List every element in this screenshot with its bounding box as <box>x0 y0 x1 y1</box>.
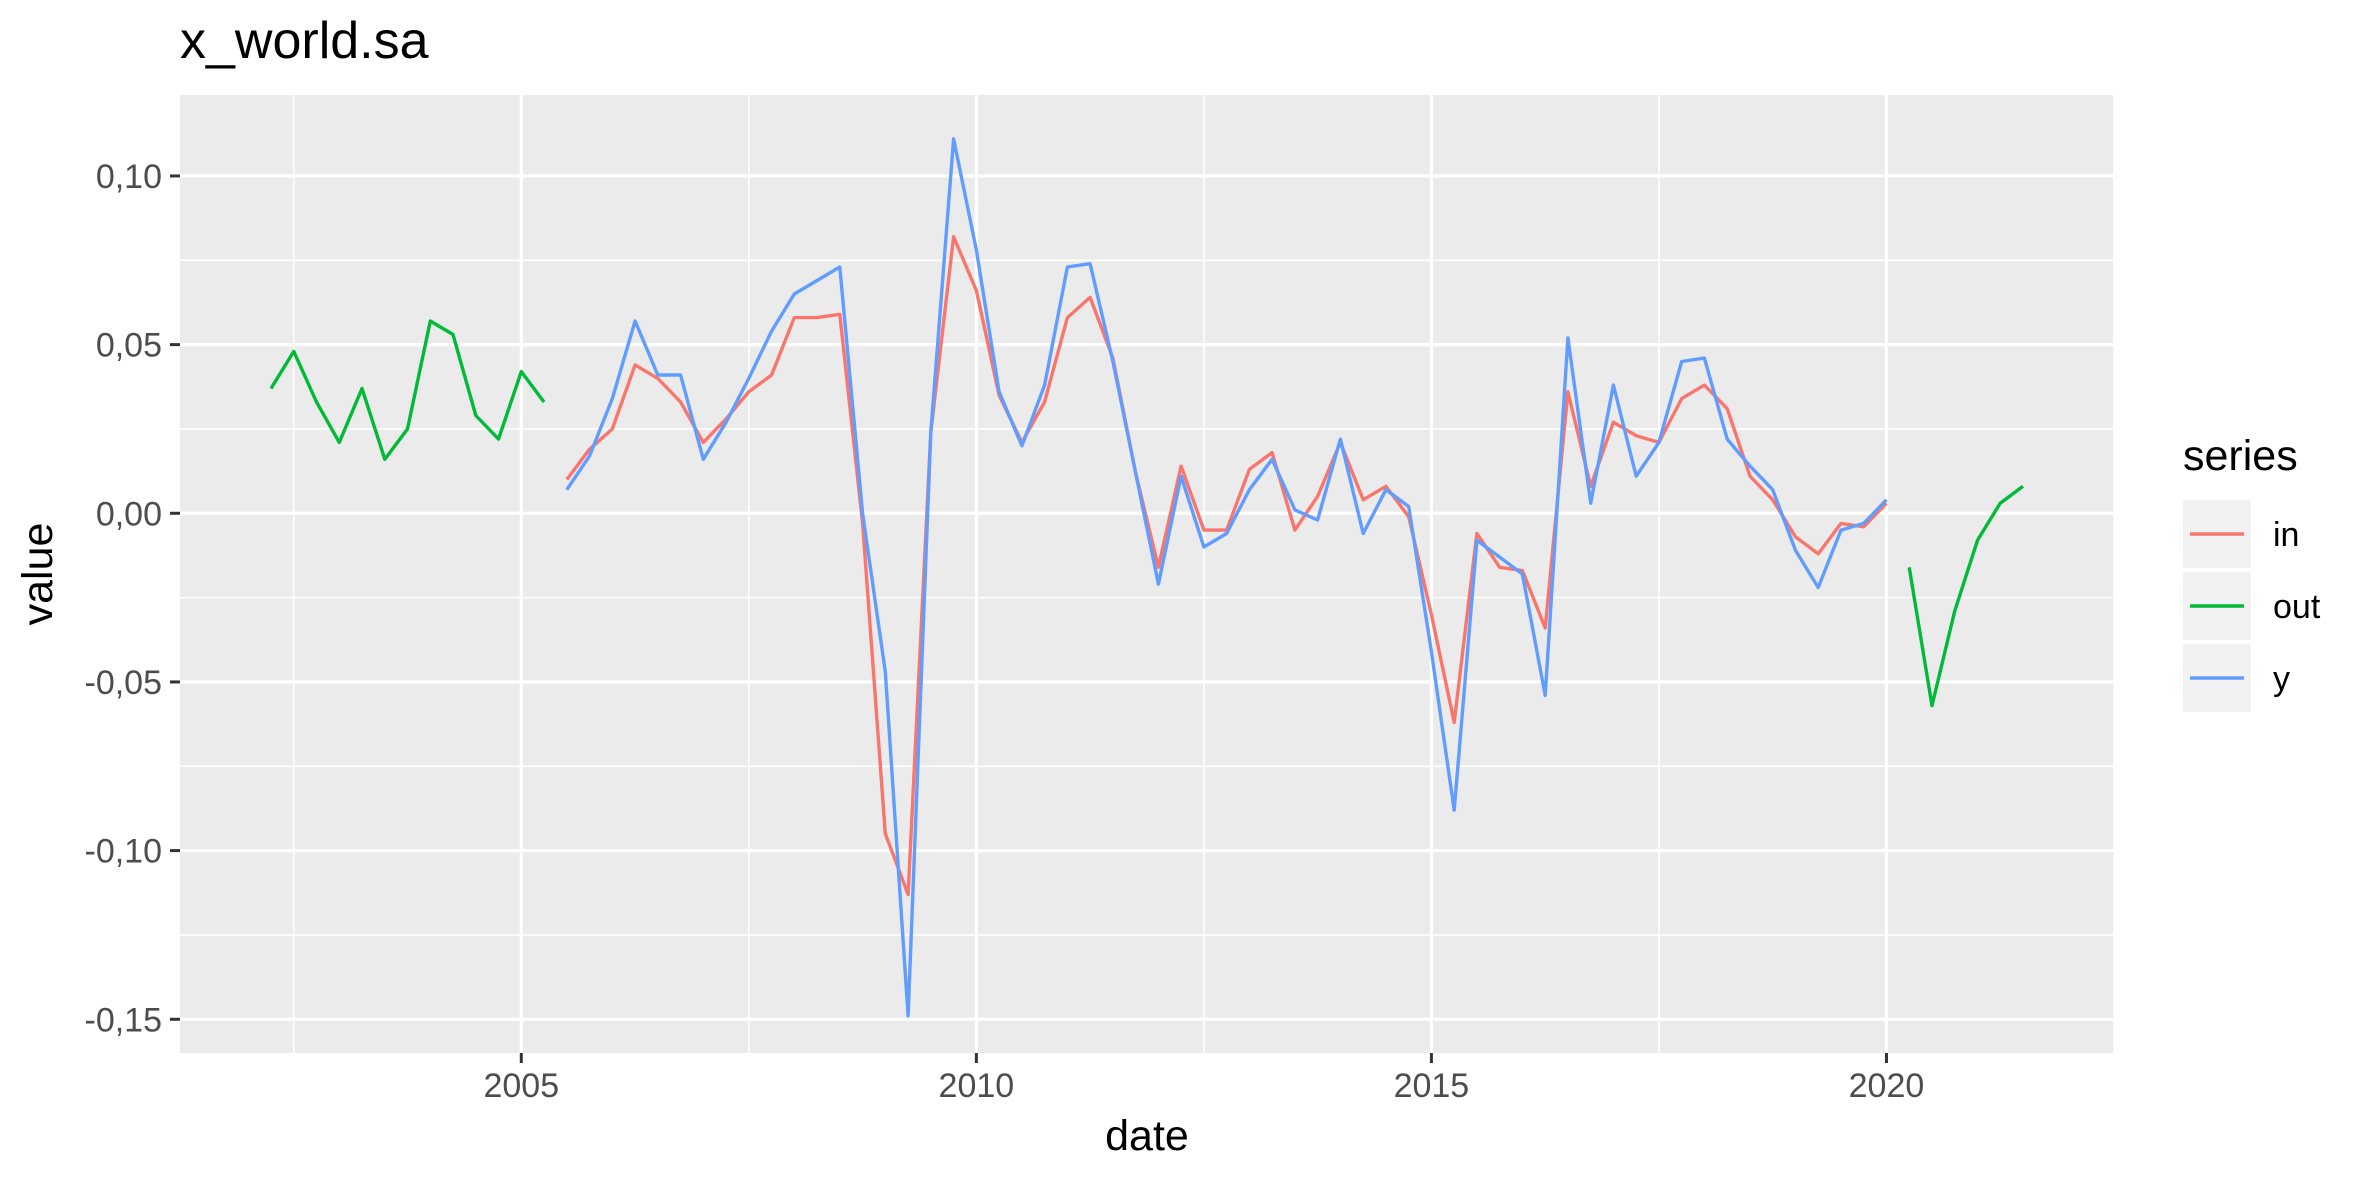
y-tick-label-0: 0,10 <box>96 158 162 196</box>
series-lines <box>269 137 2025 1018</box>
y-axis: 0,10 0,05 0,00 -0,05 -0,10 -0,15 <box>85 158 180 1039</box>
chart-title: x_world.sa <box>180 12 429 70</box>
x-tick-label-1: 2010 <box>939 1067 1015 1105</box>
y-tick-label-3: -0,05 <box>85 664 163 702</box>
legend-label-out: out <box>2273 588 2321 626</box>
y-tick-label-5: -0,15 <box>85 1001 163 1039</box>
series-line-y <box>565 137 1888 1018</box>
legend: series in out y <box>2183 432 2321 712</box>
series-line-out-segment-1 <box>1907 484 2025 708</box>
x-tick-label-0: 2005 <box>483 1067 559 1105</box>
series-line-out-segment-0 <box>269 319 546 461</box>
y-axis-title: value <box>14 523 62 626</box>
y-tick-label-1: 0,05 <box>96 327 162 365</box>
y-tick-label-4: -0,10 <box>85 833 163 871</box>
x-tick-label-2: 2015 <box>1394 1067 1470 1105</box>
x-tick-label-3: 2020 <box>1849 1067 1925 1105</box>
legend-title: series <box>2183 432 2298 480</box>
x-axis: 2005 2010 2015 2020 <box>483 1053 1924 1105</box>
legend-label-in: in <box>2273 516 2299 554</box>
x-axis-title: date <box>1105 1112 1189 1160</box>
plot-panel <box>180 95 2114 1053</box>
y-tick-label-2: 0,00 <box>96 495 162 533</box>
legend-label-y: y <box>2273 660 2290 698</box>
major-gridlines <box>180 95 2114 1053</box>
